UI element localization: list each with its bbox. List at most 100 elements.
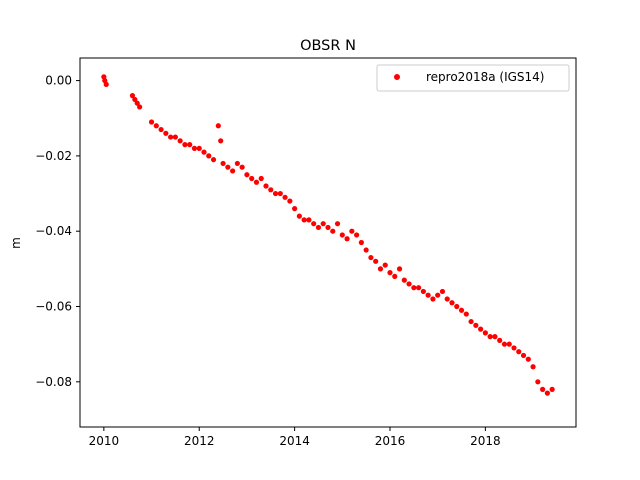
data-point xyxy=(368,254,374,261)
data-point xyxy=(158,126,164,133)
x-axis: 2010 2012 2014 2016 2018 xyxy=(89,427,501,448)
data-point xyxy=(172,134,178,140)
data-point xyxy=(182,142,188,148)
data-point xyxy=(296,213,302,219)
data-point xyxy=(311,221,317,227)
data-point xyxy=(544,390,550,396)
data-point xyxy=(349,228,355,234)
data-point xyxy=(416,285,422,291)
data-point xyxy=(148,119,155,125)
data-point xyxy=(363,247,369,253)
data-point xyxy=(411,285,417,291)
chart-title: OBSR N xyxy=(300,38,356,54)
data-point xyxy=(382,262,388,268)
y-tick-label: −0.06 xyxy=(35,300,72,314)
data-point xyxy=(478,326,484,332)
data-point xyxy=(449,300,455,306)
data-point xyxy=(420,288,426,295)
data-point xyxy=(506,341,512,347)
data-point xyxy=(377,266,384,272)
data-point xyxy=(487,334,493,340)
data-point xyxy=(454,303,460,310)
data-point xyxy=(516,349,522,355)
data-point xyxy=(406,281,412,287)
x-tick-label: 2010 xyxy=(89,434,120,448)
data-point xyxy=(201,149,207,155)
legend-label: repro2018a (IGS14) xyxy=(426,70,544,84)
data-point xyxy=(325,224,331,231)
data-point xyxy=(218,138,224,144)
data-point xyxy=(387,270,393,276)
data-point xyxy=(354,232,360,238)
data-point xyxy=(132,96,138,103)
x-tick-label: 2012 xyxy=(184,434,215,448)
data-point xyxy=(301,217,307,223)
data-point xyxy=(244,172,250,178)
data-point xyxy=(320,221,326,227)
data-point xyxy=(306,217,312,223)
data-point xyxy=(540,386,546,392)
legend: repro2018a (IGS14) xyxy=(376,64,570,92)
data-point xyxy=(177,138,183,144)
y-tick-label: 0.00 xyxy=(45,74,72,88)
data-point xyxy=(239,164,245,170)
data-point xyxy=(263,183,269,189)
data-point xyxy=(103,81,109,87)
data-point xyxy=(277,190,283,197)
data-point xyxy=(425,292,431,298)
data-point xyxy=(525,356,531,362)
data-point xyxy=(473,322,479,328)
data-point xyxy=(258,175,264,182)
legend-box xyxy=(376,64,570,92)
y-axis-label: m xyxy=(9,237,23,249)
data-point xyxy=(511,345,517,351)
data-point xyxy=(292,206,298,212)
data-point xyxy=(430,296,436,302)
data-point xyxy=(535,379,541,385)
data-point xyxy=(225,164,231,170)
data-point xyxy=(549,386,555,392)
plot-frame xyxy=(79,57,577,428)
data-point xyxy=(392,273,398,279)
data-point xyxy=(196,145,202,151)
y-tick-label: −0.08 xyxy=(35,375,72,389)
data-point xyxy=(444,296,450,302)
data-point xyxy=(401,277,407,283)
data-point xyxy=(268,187,274,193)
data-point xyxy=(137,104,143,110)
data-point xyxy=(497,337,503,343)
data-point xyxy=(272,190,279,197)
x-tick-label: 2016 xyxy=(375,434,406,448)
x-tick-label: 2014 xyxy=(279,434,310,448)
data-point xyxy=(215,123,221,129)
data-point xyxy=(530,364,536,370)
data-point xyxy=(220,160,226,167)
data-point xyxy=(330,228,336,234)
y-tick-label: −0.04 xyxy=(35,224,72,238)
data-point xyxy=(358,239,364,246)
data-point xyxy=(134,100,140,106)
data-point xyxy=(315,224,322,231)
x-tick-label: 2018 xyxy=(470,434,501,448)
data-point xyxy=(463,311,469,317)
data-point xyxy=(253,179,260,185)
data-point xyxy=(287,198,293,204)
data-point xyxy=(129,93,136,99)
data-point xyxy=(520,352,527,359)
legend-marker xyxy=(394,74,400,80)
data-point xyxy=(282,194,288,200)
data-points xyxy=(101,74,555,396)
data-point xyxy=(373,258,379,264)
data-point xyxy=(210,157,217,163)
data-point xyxy=(334,221,341,227)
data-point xyxy=(482,330,488,336)
data-point xyxy=(339,232,345,238)
data-point xyxy=(396,266,403,272)
y-axis: 0.00 −0.02 −0.04 −0.06 −0.08 xyxy=(35,74,80,389)
data-point xyxy=(191,145,198,151)
y-tick-label: −0.02 xyxy=(35,149,72,163)
data-point xyxy=(435,292,441,298)
data-point xyxy=(163,130,169,136)
